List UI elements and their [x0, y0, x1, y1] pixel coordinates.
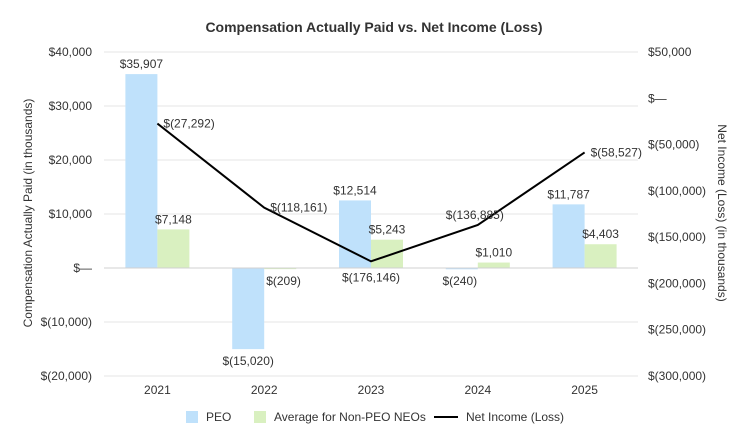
- chart-title: Compensation Actually Paid vs. Net Incom…: [205, 19, 542, 35]
- legend-label: Net Income (Loss): [466, 410, 564, 424]
- y-right-tick-label: $(200,000): [648, 276, 706, 290]
- legend-swatch: [254, 411, 266, 423]
- line-data-label: $(136,885): [446, 208, 504, 222]
- data-label: $(209): [266, 274, 301, 288]
- bar-non-peo-neos: [157, 229, 190, 268]
- data-label: $4,403: [582, 227, 619, 241]
- y-right-tick-label: $(250,000): [648, 323, 706, 337]
- y-right-tick-label: $50,000: [648, 45, 692, 59]
- x-tick-label: 2021: [144, 383, 171, 397]
- y-left-tick-label: $20,000: [49, 153, 93, 167]
- bar-series: [125, 74, 617, 350]
- y-right-tick-label: $(300,000): [648, 369, 706, 383]
- x-tick-label: 2022: [251, 383, 278, 397]
- line-data-label: $(118,161): [270, 201, 327, 215]
- bar-peo: [339, 200, 371, 268]
- bar-peo: [232, 268, 265, 350]
- bar-peo: [552, 204, 585, 268]
- x-tick-label: 2023: [358, 383, 385, 397]
- y-right-tick-label: $—: [648, 91, 667, 105]
- y-right-tick-label: $(150,000): [648, 230, 706, 244]
- y-left-tick-label: $—: [73, 261, 92, 275]
- bar-non-peo-neos: [584, 244, 617, 268]
- y-left-tick-label: $40,000: [49, 45, 93, 59]
- data-label: $12,514: [333, 183, 377, 197]
- y-left-tick-label: $(20,000): [41, 369, 92, 383]
- bar-peo: [445, 268, 478, 270]
- y-left-axis-title: Compensation Actually Paid (in thousands…: [21, 99, 35, 328]
- legend: PEO Average for Non-PEO NEOs Net Income (L…: [186, 410, 564, 424]
- line-data-label: $(27,292): [163, 117, 214, 131]
- y-left-tick-label: $10,000: [49, 207, 93, 221]
- legend-label: Average for Non-PEO NEOs: [274, 410, 426, 424]
- line-series: [156, 122, 586, 263]
- bar-non-peo-neos: [264, 268, 297, 270]
- axes: $40,000 $30,000 $20,000 $10,000 $— $(10,000) $…: [41, 45, 706, 397]
- data-label: $(15,020): [223, 354, 274, 368]
- y-right-axis-title: Net Income (Loss) (in thousands): [715, 124, 729, 301]
- bar-non-peo-neos: [371, 239, 403, 268]
- data-label: $7,148: [155, 212, 192, 226]
- data-label: $35,907: [120, 57, 164, 71]
- data-label: $(240): [442, 274, 477, 288]
- y-left-tick-label: $(10,000): [41, 315, 92, 329]
- data-label: $1,010: [475, 246, 512, 260]
- x-tick-label: 2025: [571, 383, 598, 397]
- line-data-label: $(58,527): [591, 145, 642, 159]
- line-data-label: $(176,146): [342, 270, 400, 284]
- legend-swatch: [186, 411, 198, 423]
- net-income-line: [156, 122, 586, 263]
- x-tick-label: 2024: [464, 383, 491, 397]
- y-right-tick-label: $(50,000): [648, 138, 699, 152]
- bar-non-peo-neos: [477, 262, 510, 268]
- bar-peo: [125, 74, 158, 268]
- data-label: $5,243: [369, 223, 406, 237]
- y-right-tick-label: $(100,000): [648, 184, 706, 198]
- data-labels: $35,907 $(15,020) $12,514 $(240) $11,787 $7,1…: [120, 57, 642, 368]
- gridlines: [104, 51, 638, 377]
- data-label: $11,787: [547, 187, 590, 201]
- legend-label: PEO: [206, 410, 231, 424]
- y-left-tick-label: $30,000: [49, 99, 93, 113]
